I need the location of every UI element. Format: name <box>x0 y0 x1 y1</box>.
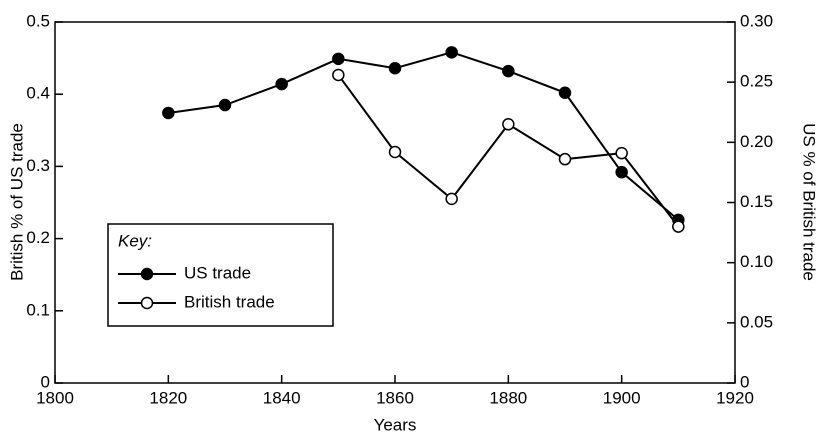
y2-axis-label: US % of British trade <box>800 123 819 281</box>
y-tick-label: 0.1 <box>26 300 50 319</box>
plot-frame <box>54 21 736 384</box>
data-point <box>332 52 345 66</box>
y2-tick-label: 0.05 <box>740 312 773 331</box>
data-point <box>275 77 288 91</box>
legend-marker <box>140 296 154 310</box>
x-tick-label: 1860 <box>376 388 414 407</box>
legend-title: Key: <box>118 231 152 250</box>
x-tick-label: 1880 <box>489 388 527 407</box>
legend-label: US trade <box>184 263 251 282</box>
data-point <box>502 118 515 131</box>
data-point <box>615 146 628 160</box>
x-tick-label: 1800 <box>36 388 74 407</box>
x-tick-label: 1920 <box>716 388 754 407</box>
data-point <box>388 61 402 75</box>
y2-tick-label: 0.25 <box>740 72 773 91</box>
data-point <box>445 46 458 59</box>
legend-marker <box>140 267 154 281</box>
y2-tick-label: 0.20 <box>740 132 773 151</box>
x-tick-label: 1900 <box>603 388 641 407</box>
data-point <box>672 220 685 233</box>
y2-tick-label: 0.30 <box>740 11 773 30</box>
data-point <box>445 192 458 206</box>
y2-tick-label: 0.15 <box>740 192 773 211</box>
y-tick-label: 0.2 <box>26 228 50 247</box>
y-axis-label: British % of US trade <box>7 123 26 281</box>
legend-label: British trade <box>184 292 275 311</box>
data-point <box>558 86 572 100</box>
x-axis-label: Years <box>374 415 417 434</box>
data-point <box>558 152 572 166</box>
x-tick-label: 1840 <box>263 388 301 407</box>
y2-tick-label: 0.10 <box>740 252 773 271</box>
x-tick-label: 1820 <box>149 388 187 407</box>
y-tick-label: 0.5 <box>26 11 50 30</box>
data-point <box>332 68 345 82</box>
data-point <box>615 165 628 179</box>
y2-tick-label: 0 <box>740 372 749 391</box>
data-point <box>388 145 402 159</box>
series-line <box>168 51 679 221</box>
data-point <box>218 98 232 112</box>
data-point <box>502 64 515 78</box>
data-point <box>162 106 175 120</box>
y-tick-label: 0.4 <box>26 84 50 103</box>
y-tick-label: 0 <box>41 372 50 391</box>
y-tick-label: 0.3 <box>26 156 50 175</box>
